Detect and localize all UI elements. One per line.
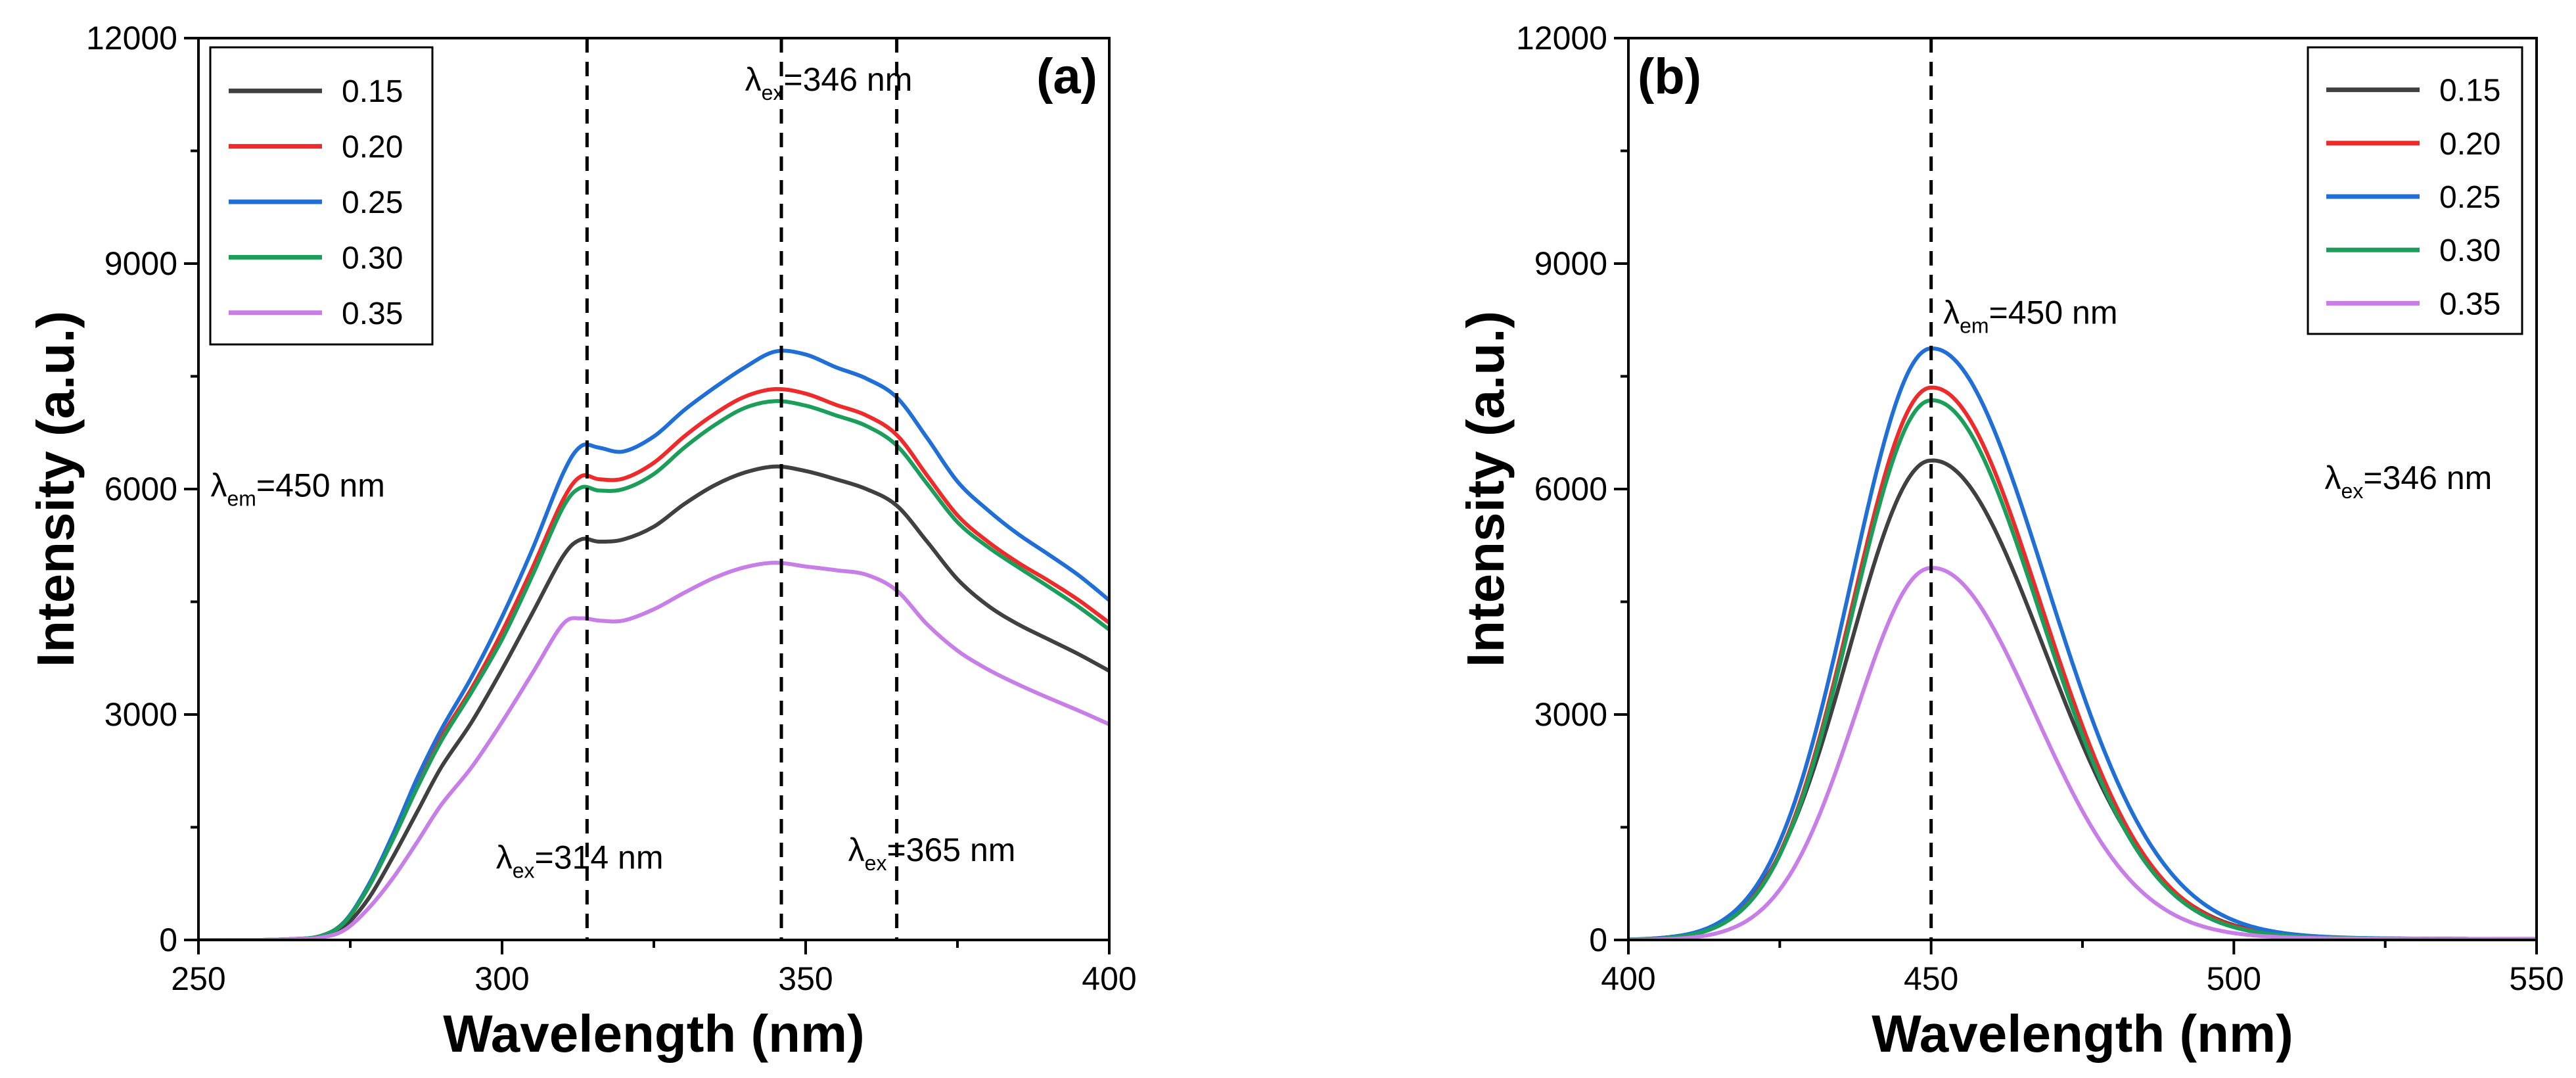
legend-entry-label: 0.20 [2439,127,2500,162]
legend-entry-label: 0.30 [2439,233,2500,268]
x-tick-label: 500 [2207,960,2261,997]
annotation-label: λex=346 nm [2325,459,2493,503]
plot-area [1628,346,2537,940]
legend-box [2307,46,2523,335]
legend: 0.15 0.20 0.25 0.30 0.35 [209,46,434,346]
y-tick-label: 6000 [104,471,177,507]
x-tick-label: 350 [778,960,833,997]
y-tick-label: 12000 [86,20,177,57]
legend: 0.15 0.20 0.25 0.30 0.35 [2307,46,2523,335]
y-tick-label: 9000 [1534,245,1607,282]
series-line-0.15 [198,464,1109,940]
x-axis-title: Wavelength (nm) [1872,1004,2293,1063]
y-tick-label: 9000 [104,245,177,282]
panel-b: 400 450 500 550 0 3000 6000 9000 12000 Wavelength… [1456,20,2564,1063]
panel-a: 250 300 350 400 0 3000 6000 9000 12000 Wavelength… [26,20,1137,1063]
x-tick-label: 400 [1601,960,1655,997]
series-line-0.15 [1628,458,2537,940]
y-tick-label: 0 [1589,922,1607,958]
panel-label: (a) [1036,49,1097,105]
series-line-0.30 [198,399,1109,940]
y-tick-label: 12000 [1516,20,1607,57]
annotation-label: λex=314 nm [496,839,664,882]
legend-entry-label: 0.25 [342,185,403,220]
annotation-label: λex=346 nm [745,61,913,105]
panel-label: (b) [1638,49,1701,105]
series-line-0.25 [1628,346,2537,940]
annotation-label: λem=450 nm [210,467,384,510]
y-tick-label: 3000 [104,696,177,733]
y-tick-label: 0 [159,922,177,958]
y-axis-title: Intensity (a.u.) [1456,311,1515,667]
legend-entry-label: 0.15 [2439,74,2500,108]
annotation-label: λem=450 nm [1943,294,2117,337]
x-tick-label: 550 [2509,960,2564,997]
annotation-label: λex=365 nm [848,832,1016,875]
legend-entry-label: 0.30 [342,241,403,275]
legend-entry-label: 0.35 [2439,287,2500,321]
y-tick-label: 6000 [1534,471,1607,507]
x-tick-label: 300 [474,960,529,997]
legend-entry-label: 0.15 [342,74,403,109]
x-axis-title: Wavelength (nm) [443,1004,864,1063]
legend-entry-label: 0.25 [2439,180,2500,215]
y-axis-title: Intensity (a.u.) [26,311,85,667]
legend-box [209,46,434,346]
series-line-0.35 [198,560,1109,940]
plot-area [198,348,1109,940]
x-tick-label: 400 [1082,960,1136,997]
y-tick-label: 3000 [1534,696,1607,733]
legend-entry-label: 0.20 [342,130,403,165]
legend-entry-label: 0.35 [342,296,403,331]
x-tick-label: 450 [1904,960,1958,997]
x-tick-label: 250 [171,960,225,997]
